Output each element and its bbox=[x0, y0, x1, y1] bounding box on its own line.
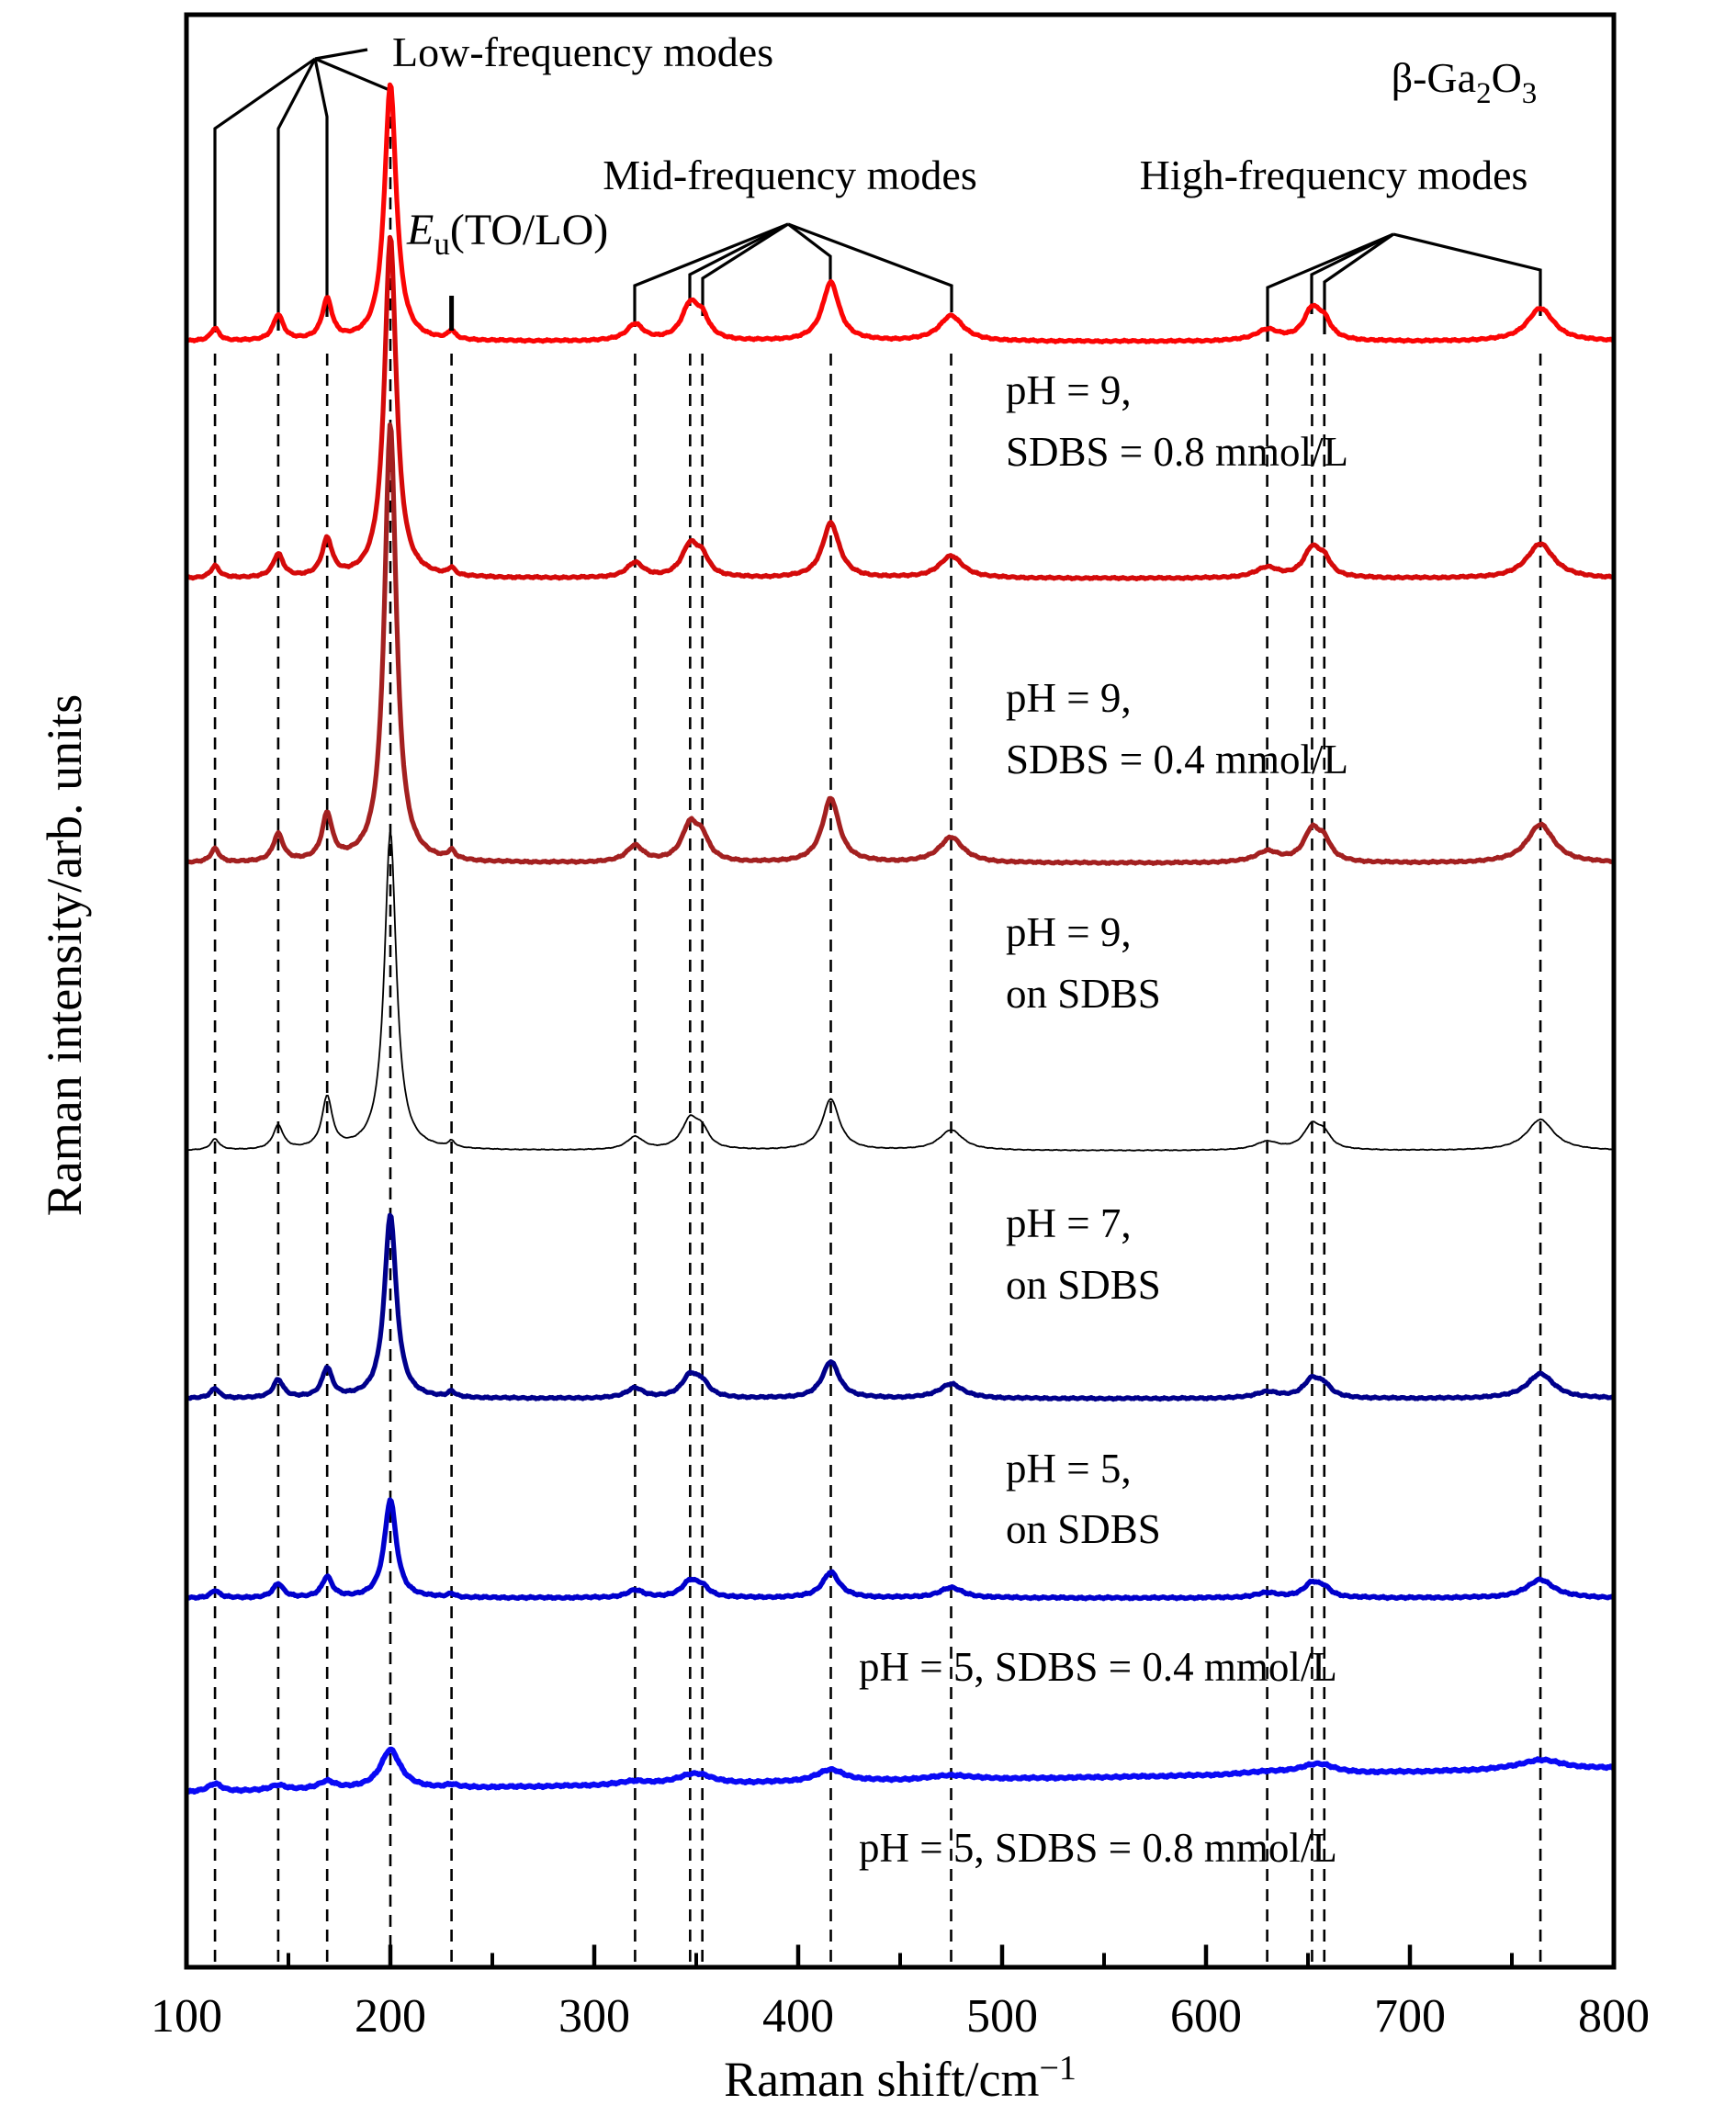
low-frequency-bracket-line-5 bbox=[314, 57, 390, 92]
mid-frequency-bracket-line-5 bbox=[787, 222, 953, 312]
curve-label-5-line-1: pH = 5, bbox=[1006, 1446, 1132, 1492]
spectrum-curve-2 bbox=[185, 234, 1615, 582]
compound-subscript-2: 2 bbox=[1476, 77, 1492, 110]
axis-tick-labels-layer: 100 200 300 400 500 600 700 800 bbox=[151, 1990, 1650, 2043]
spectra-curves-layer bbox=[185, 82, 1615, 1795]
axis-ticks-layer bbox=[184, 1944, 1617, 1965]
spectrum-curve-4 bbox=[186, 831, 1613, 1152]
curve-label-3-line-2: on SDBS bbox=[1006, 971, 1161, 1017]
x-axis-title: Raman shift/cm−1 bbox=[724, 2049, 1077, 2105]
mode-bracket-layer bbox=[213, 48, 1542, 342]
high-frequency-bracket-line-4 bbox=[1392, 232, 1542, 316]
x-axis-title-superscript: −1 bbox=[1040, 2049, 1077, 2088]
compound-main: β-Ga bbox=[1392, 54, 1476, 101]
spectrum-curve-7 bbox=[185, 1746, 1615, 1795]
low-frequency-bracket-line-1 bbox=[314, 48, 368, 61]
dashed-guide-lines-layer bbox=[213, 96, 1542, 1964]
tick-label-400: 400 bbox=[762, 1990, 834, 2043]
high-frequency-modes-label: High-frequency modes bbox=[1140, 152, 1528, 198]
tick-label-800: 800 bbox=[1578, 1990, 1650, 2043]
curve-label-1-line-2: SDBS = 0.8 mmol/L bbox=[1006, 429, 1348, 475]
curve-label-5-line-2: on SDBS bbox=[1006, 1506, 1161, 1552]
eu-to-lo: (TO/LO) bbox=[450, 206, 608, 254]
tick-label-500: 500 bbox=[966, 1990, 1038, 2043]
curve-label-4-line-1: pH = 7, bbox=[1006, 1200, 1132, 1246]
curve-label-7-line-1: pH = 5, SDBS = 0.8 mmol/L bbox=[859, 1825, 1337, 1871]
eu-symbol: E bbox=[406, 206, 434, 254]
curve-label-6-line-1: pH = 5, SDBS = 0.4 mmol/L bbox=[859, 1644, 1337, 1690]
tick-label-700: 700 bbox=[1374, 1990, 1446, 2043]
eu-mode-label: Eu(TO/LO) bbox=[406, 206, 608, 262]
spectrum-curve-6 bbox=[185, 1497, 1615, 1602]
x-axis-title-main: Raman shift/cm bbox=[724, 2052, 1039, 2105]
mid-frequency-bracket-line-1 bbox=[633, 222, 789, 327]
high-frequency-bracket-line-2 bbox=[1310, 232, 1394, 314]
tick-label-100: 100 bbox=[151, 1990, 222, 2043]
curve-label-2-line-2: SDBS = 0.4 mmol/L bbox=[1006, 737, 1348, 782]
spectrum-curve-1 bbox=[185, 82, 1615, 344]
compound-oxygen: O bbox=[1492, 54, 1522, 101]
eu-subscript: u bbox=[434, 226, 450, 262]
spectrum-curve-3 bbox=[185, 422, 1615, 866]
mid-frequency-bracket-line-4 bbox=[787, 222, 832, 280]
plot-frame bbox=[184, 12, 1617, 1970]
spectrum-curve-5 bbox=[185, 1212, 1615, 1402]
mid-frequency-bracket-line-3 bbox=[701, 222, 789, 316]
low-frequency-bracket-line-4 bbox=[313, 58, 329, 317]
mid-frequency-bracket-line-2 bbox=[688, 222, 789, 306]
tick-label-600: 600 bbox=[1170, 1990, 1242, 2043]
curve-label-4-line-2: on SDBS bbox=[1006, 1262, 1161, 1308]
curve-label-2-line-1: pH = 9, bbox=[1006, 675, 1132, 721]
high-frequency-bracket-line-1 bbox=[1266, 232, 1394, 342]
curve-label-3-line-1: pH = 9, bbox=[1006, 909, 1132, 955]
curve-labels-layer: pH = 9, SDBS = 0.8 mmol/L pH = 9, SDBS = 0.… bbox=[859, 367, 1348, 1871]
low-frequency-bracket-line-2 bbox=[213, 57, 316, 332]
tick-label-300: 300 bbox=[558, 1990, 630, 2043]
low-frequency-bracket-line-3 bbox=[276, 58, 317, 331]
mid-frequency-modes-label: Mid-frequency modes bbox=[603, 152, 977, 198]
tick-label-200: 200 bbox=[355, 1990, 426, 2043]
compound-subscript-3: 3 bbox=[1522, 77, 1538, 110]
y-axis-title: Raman intensity/arb. units bbox=[37, 694, 92, 1216]
compound-label: β-Ga2O3 bbox=[1392, 54, 1538, 110]
low-frequency-modes-label: Low-frequency modes bbox=[392, 28, 773, 75]
curve-label-1-line-1: pH = 9, bbox=[1006, 367, 1132, 413]
